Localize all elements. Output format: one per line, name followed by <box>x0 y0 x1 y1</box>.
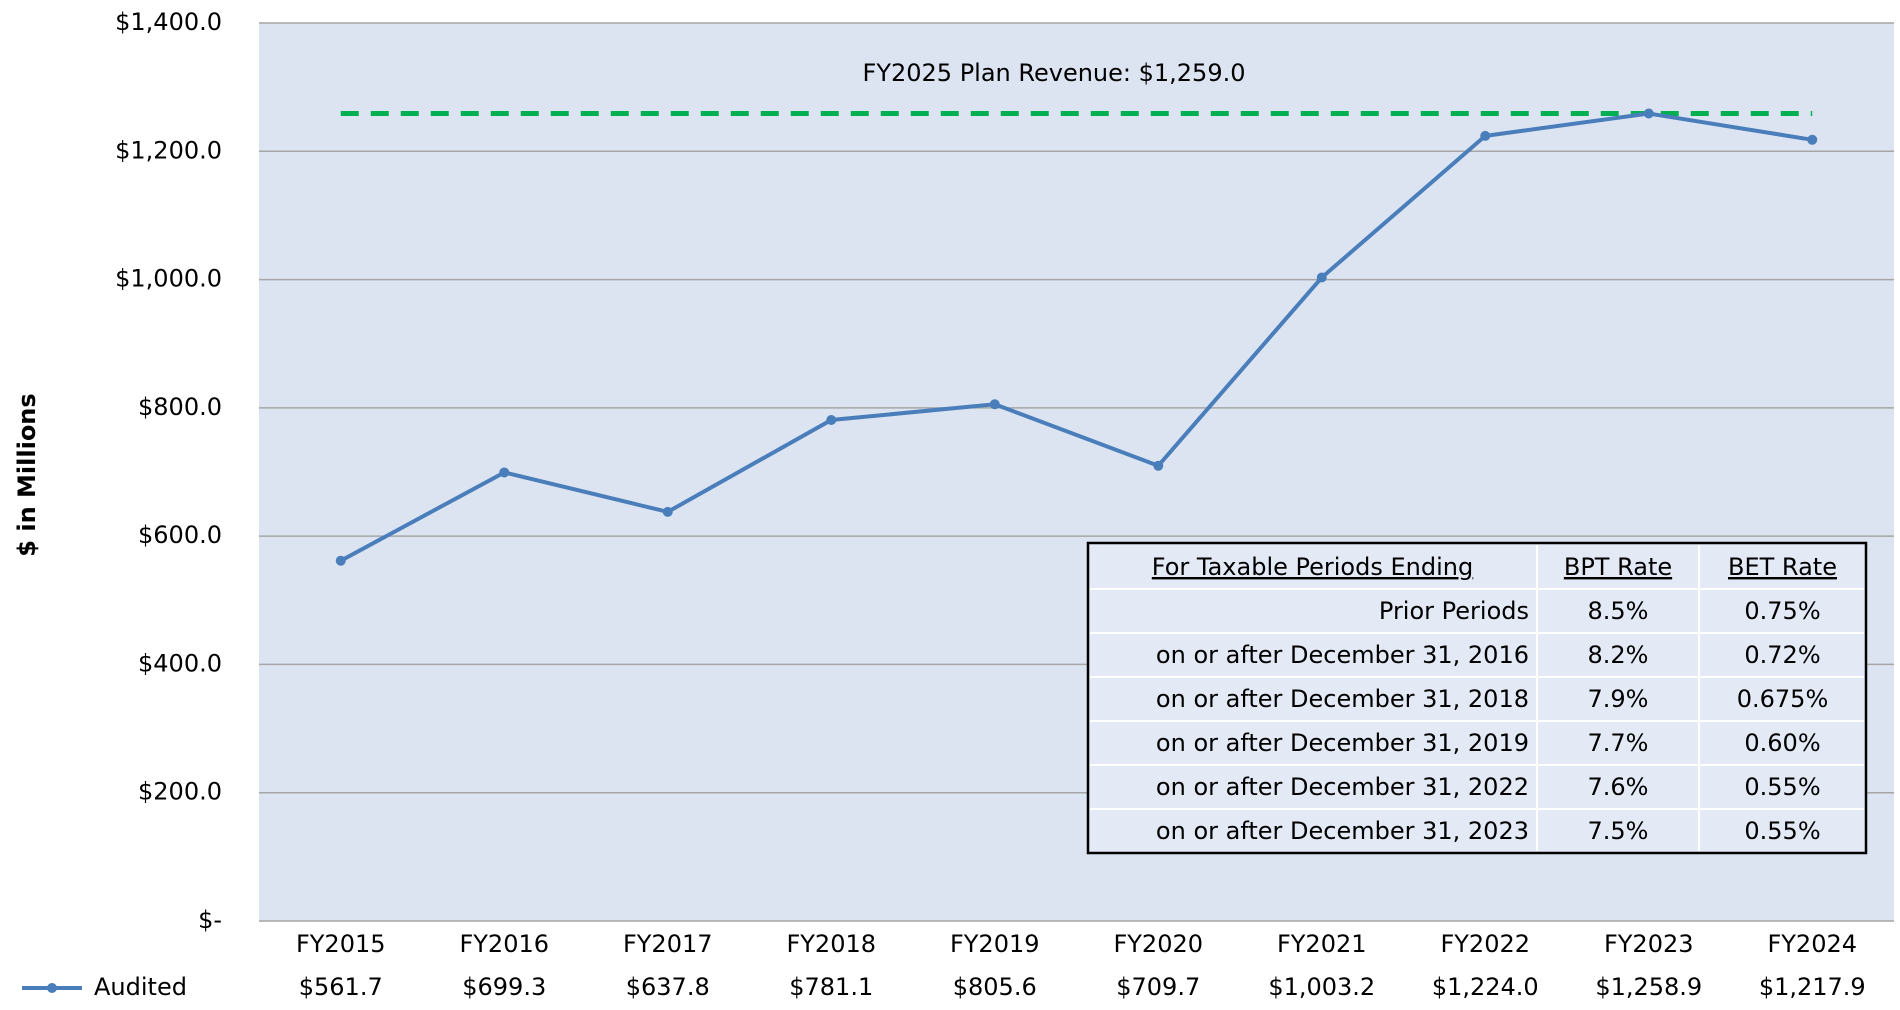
data-point <box>1807 134 1818 145</box>
x-tick-label: FY2015 <box>296 930 386 958</box>
table-bg <box>1086 541 1868 855</box>
table-cell: 0.75% <box>1744 597 1820 625</box>
x-tick-label: FY2020 <box>1113 930 1203 958</box>
table-cell: 7.7% <box>1588 729 1649 757</box>
table-cell: 0.55% <box>1744 773 1820 801</box>
y-tick-label: $400.0 <box>138 649 222 677</box>
value-label: $781.1 <box>789 973 873 1001</box>
table-cell: 8.2% <box>1588 641 1649 669</box>
table-cell: 0.55% <box>1744 817 1820 845</box>
value-label: $1,003.2 <box>1268 973 1375 1001</box>
table-cell: Prior Periods <box>1379 597 1529 625</box>
data-point <box>335 555 346 566</box>
data-point <box>1316 272 1327 283</box>
y-tick-label: $1,000.0 <box>115 265 222 293</box>
table-cell: on or after December 31, 2023 <box>1156 817 1529 845</box>
table-header: BET Rate <box>1728 553 1837 581</box>
data-point <box>989 399 1000 410</box>
legend-label: Audited <box>94 973 187 1001</box>
table-cell: on or after December 31, 2019 <box>1156 729 1529 757</box>
table-cell: 0.675% <box>1737 685 1829 713</box>
data-point <box>1643 108 1654 119</box>
table-cell: 7.5% <box>1588 817 1649 845</box>
x-tick-label: FY2022 <box>1440 930 1530 958</box>
x-tick-label: FY2016 <box>459 930 549 958</box>
table-cell: 7.9% <box>1588 685 1649 713</box>
value-label: $805.6 <box>953 973 1037 1001</box>
table-cell: 0.72% <box>1744 641 1820 669</box>
x-tick-label: FY2021 <box>1277 930 1367 958</box>
value-label: $699.3 <box>462 973 546 1001</box>
x-tick-label: FY2018 <box>786 930 876 958</box>
value-label: $709.7 <box>1116 973 1200 1001</box>
y-tick-label: $600.0 <box>138 521 222 549</box>
y-tick-label: $1,400.0 <box>115 8 222 36</box>
data-point <box>826 414 837 425</box>
table-header: BPT Rate <box>1564 553 1672 581</box>
value-label: $561.7 <box>299 973 383 1001</box>
y-tick-label: $800.0 <box>138 393 222 421</box>
x-tick-label: FY2017 <box>623 930 713 958</box>
table-cell: 7.6% <box>1588 773 1649 801</box>
value-label: $1,217.9 <box>1759 973 1866 1001</box>
table-cell: on or after December 31, 2022 <box>1156 773 1529 801</box>
y-tick-label: $- <box>198 906 222 934</box>
data-point <box>1153 460 1164 471</box>
value-label: $1,224.0 <box>1432 973 1539 1001</box>
table-cell: 8.5% <box>1588 597 1649 625</box>
data-point <box>1480 130 1491 141</box>
reference-label: FY2025 Plan Revenue: $1,259.0 <box>863 59 1246 87</box>
legend-marker <box>47 983 57 993</box>
x-tick-label: FY2024 <box>1767 930 1857 958</box>
data-point <box>662 506 673 517</box>
y-tick-label: $1,200.0 <box>115 136 222 164</box>
table-cell: 0.60% <box>1744 729 1820 757</box>
y-tick-label: $200.0 <box>138 778 222 806</box>
x-tick-label: FY2019 <box>950 930 1040 958</box>
table-cell: on or after December 31, 2018 <box>1156 685 1529 713</box>
value-label: $1,258.9 <box>1595 973 1702 1001</box>
y-axis-label: $ in Millions <box>13 393 41 556</box>
value-label: $637.8 <box>626 973 710 1001</box>
x-tick-label: FY2023 <box>1604 930 1694 958</box>
data-line <box>339 111 1813 563</box>
data-point <box>499 467 510 478</box>
table-header: For Taxable Periods Ending <box>1152 553 1473 581</box>
table-cell: on or after December 31, 2016 <box>1156 641 1529 669</box>
